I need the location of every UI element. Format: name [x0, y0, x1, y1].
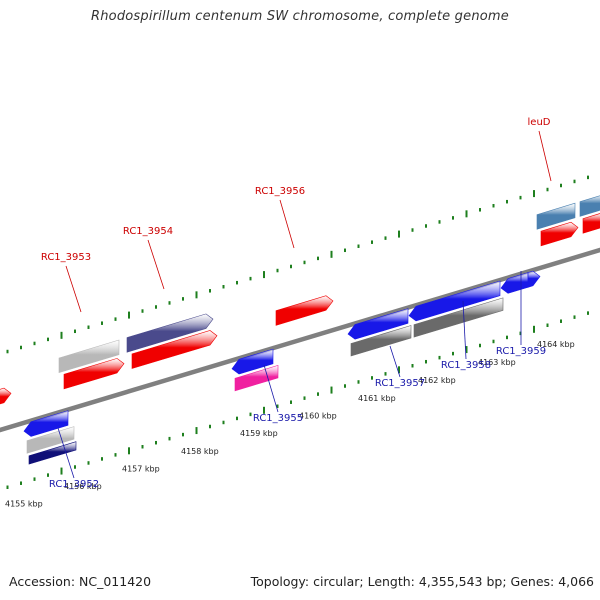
gene-leader-line [65, 265, 82, 313]
gene-label: RC1_3959 [496, 346, 546, 357]
gene-leader-line [538, 130, 552, 182]
gene-leader-line [389, 345, 401, 378]
gene-feature [131, 330, 218, 369]
gene-label: RC1_3954 [123, 226, 173, 237]
gene-feature [58, 339, 120, 374]
position-label: 4162 kbp [418, 376, 456, 385]
gene-feature [63, 358, 125, 390]
position-label: 4157 kbp [122, 465, 160, 474]
gene-label: RC1_3952 [49, 479, 99, 490]
gene-feature [579, 195, 600, 217]
gene-feature [413, 297, 504, 338]
backbone-line [0, 247, 600, 433]
gene-feature [23, 410, 69, 437]
gene-leader-line [462, 300, 467, 360]
gene-feature [231, 348, 274, 375]
position-label: 4161 kbp [358, 394, 396, 403]
position-label: 4164 kbp [537, 340, 575, 349]
gene-label: RC1_3957 [375, 378, 425, 389]
gene-feature [0, 387, 12, 405]
gene-leader-line [57, 427, 75, 479]
gene-leader-line [147, 239, 165, 290]
gene-label: RC1_3958 [441, 360, 491, 371]
gene-label: RC1_3955 [253, 413, 303, 424]
position-label: 4158 kbp [181, 447, 219, 456]
gene-feature [347, 308, 409, 340]
gene-feature [582, 213, 600, 234]
position-label: 4155 kbp [5, 500, 43, 509]
gene-feature [536, 202, 576, 230]
gene-feature [275, 295, 334, 326]
position-label: 4159 kbp [240, 429, 278, 438]
gene-feature [540, 221, 579, 247]
gene-feature [234, 364, 279, 392]
gene-leader-line [263, 364, 279, 413]
position-label: 4160 kbp [299, 412, 337, 421]
gene-feature [26, 426, 75, 454]
gene-feature [350, 325, 412, 357]
gene-leader-line [279, 199, 295, 249]
gene-feature [126, 313, 214, 353]
gene-label: RC1_3956 [255, 186, 305, 197]
map-title: Rhodospirillum centenum SW chromosome, c… [91, 9, 509, 24]
position-label: 4163 kbp [478, 358, 516, 367]
gene-feature [408, 280, 501, 322]
accession-label: Accession: NC_011420 [9, 574, 152, 589]
gene-label: RC1_3953 [41, 252, 91, 263]
genome-summary: Topology: circular; Length: 4,355,543 bp… [250, 574, 594, 589]
gene-label: leuD [528, 117, 551, 128]
gene-feature [527, 270, 541, 288]
position-label: 4156 kbp [64, 482, 102, 491]
